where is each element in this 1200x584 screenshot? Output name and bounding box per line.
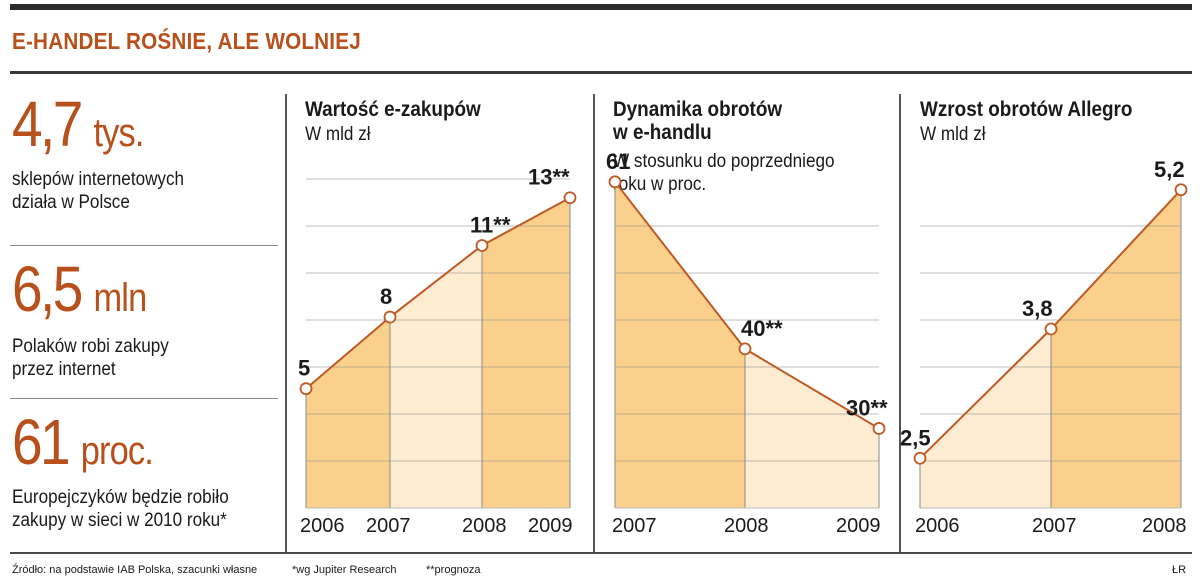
stat-europeans-desc: Europejczyków będzie robiło zakupy w siec… — [12, 487, 229, 531]
panel-2-title: Dynamika obrotów w e-handlu — [613, 98, 783, 144]
area-segment — [615, 181, 745, 509]
x-tick-label: 2006 — [300, 515, 345, 537]
data-point — [383, 310, 397, 324]
x-tick-label: 2006 — [915, 515, 960, 537]
stat-shops-desc: sklepów internetowych działa w Polsce — [12, 169, 185, 213]
stat-shops: 4,7 tys. sklepów internetowych działa w P… — [12, 92, 277, 214]
stat-separator — [10, 398, 278, 399]
bottom-rule — [10, 552, 1192, 554]
headline-rule — [10, 71, 1192, 74]
data-label: 11** — [470, 212, 511, 237]
data-point — [608, 175, 622, 189]
data-label: 40** — [741, 316, 783, 341]
series-line — [305, 196, 571, 390]
data-point — [563, 191, 577, 205]
stat-europeans: 61 proc. Europejczyków będzie robiło zaku… — [12, 410, 277, 532]
stat-separator — [10, 245, 278, 246]
area-segment — [306, 317, 390, 508]
stat-buyers-value: 6,5 mln — [12, 253, 147, 325]
footer-note-forecast: **prognoza — [426, 564, 481, 576]
data-point — [738, 342, 752, 356]
area-segment — [745, 348, 879, 508]
x-tick-label: 2009 — [528, 515, 573, 537]
stat-buyers-desc: Polaków robi zakupy przez internet — [12, 336, 169, 380]
data-point — [1174, 183, 1188, 197]
panel-3-subtitle: W mld zł — [920, 124, 986, 145]
footer-credit: ŁR — [1172, 564, 1187, 576]
x-tick-label: 2008 — [1142, 515, 1187, 537]
headline: E-HANDEL ROŚNIE, ALE WOLNIEJ — [12, 28, 361, 54]
panel-3-title: Wzrost obrotów Allegro — [920, 98, 1133, 121]
panel-1-title: Wartość e-zakupów — [305, 98, 481, 121]
data-label: 8 — [380, 284, 392, 309]
data-point — [475, 239, 489, 252]
panel-divider — [593, 94, 595, 552]
data-label: 5 — [298, 356, 310, 381]
stat-shops-value: 4,7 tys. — [12, 88, 144, 160]
footer-note-jupiter: *wg Jupiter Research — [292, 564, 397, 576]
panel-divider — [899, 94, 901, 552]
stat-europeans-value: 61 proc. — [12, 406, 154, 478]
panel-1-subtitle: W mld zł — [305, 124, 371, 145]
data-label: 3,8 — [1022, 296, 1053, 321]
data-point — [872, 422, 886, 435]
data-point — [299, 382, 313, 396]
x-tick-label: 2007 — [366, 515, 411, 537]
data-label: 2,5 — [900, 425, 931, 450]
area-segment — [482, 197, 570, 508]
x-tick-label: 2009 — [836, 515, 881, 537]
x-tick-label: 2008 — [724, 515, 769, 537]
data-label: 61 — [606, 149, 630, 174]
data-label: 30** — [846, 395, 888, 420]
stat-buyers: 6,5 mln Polaków robi zakupy przez interne… — [12, 257, 277, 381]
panel-2-subtitle: W stosunku do poprzedniego roku w proc. — [613, 151, 835, 195]
data-point — [1044, 322, 1058, 336]
area-segment — [920, 329, 1051, 508]
area-segment — [1051, 189, 1181, 508]
data-label: 13** — [528, 165, 570, 190]
panel-divider — [285, 94, 287, 552]
x-tick-label: 2007 — [612, 515, 657, 537]
data-point — [913, 451, 927, 465]
x-tick-label: 2007 — [1032, 515, 1077, 537]
area-segment — [390, 245, 482, 508]
footer-source: Źródło: na podstawie IAB Polska, szacunk… — [12, 564, 258, 576]
data-label: 5,2 — [1154, 157, 1185, 182]
x-tick-label: 2008 — [462, 515, 507, 537]
top-bar — [10, 4, 1192, 10]
